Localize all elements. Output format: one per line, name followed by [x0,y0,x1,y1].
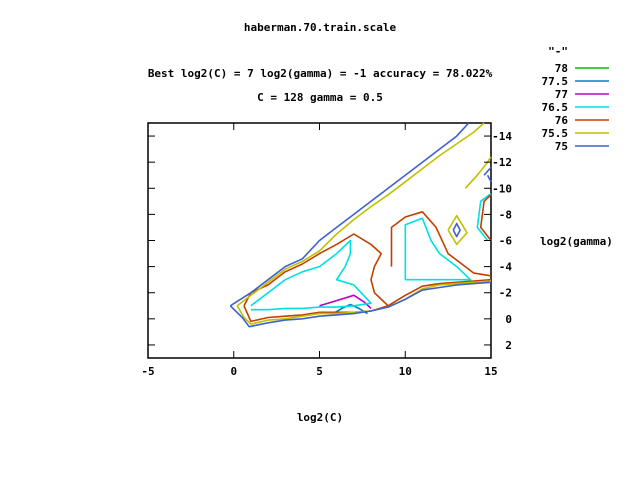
contour-line-76-5 [476,192,492,241]
y-axis-label: log2(gamma) [540,235,613,248]
y-tick-label: 0 [505,313,512,326]
contour-line-76 [479,194,492,241]
contour-lines [229,122,492,328]
contour-line-75 [483,166,492,176]
legend-label: 76 [555,114,569,127]
y-axis-ticks: -14 -12 -10 -8 -6 -4 -2 0 2 [148,130,512,352]
x-tick-label: 10 [399,365,412,378]
legend-label: 75 [555,140,568,153]
contour-line-77-5 [332,303,368,315]
chart-title: haberman.70.train.scale [244,21,397,34]
x-axis-ticks: -5 0 5 10 15 [141,123,498,378]
contour-line-75-5 [447,214,468,246]
contour-line-75 [229,122,470,307]
contour-line-76-5 [250,239,372,311]
contour-line-76 [390,211,492,277]
y-tick-label: -12 [492,156,512,169]
y-tick-label: -10 [492,182,512,195]
contour-line-75-5 [236,280,492,325]
chart-subtitle-line1: Best log2(C) = 7 log2(gamma) = -1 accura… [148,67,493,80]
contour-line-76 [387,278,492,307]
x-tick-label: 5 [316,365,323,378]
y-tick-label: -8 [499,208,512,221]
y-tick-label: -14 [492,130,512,143]
contour-line-75 [452,222,461,238]
contour-line-76-5 [404,217,472,281]
legend-label: 78 [555,62,568,75]
legend-label: 77 [555,88,568,101]
contour-line-75 [229,281,492,328]
x-axis-label: log2(C) [297,411,343,424]
y-tick-label: -4 [499,261,513,274]
chart-subtitle-line2: C = 128 gamma = 0.5 [257,91,383,104]
legend-title: "-" [548,45,568,58]
legend-label: 76.5 [542,101,569,114]
legend-label: 75.5 [542,127,569,140]
contour-line-75-5 [464,156,492,189]
contour-line-76 [243,233,389,323]
contour-line-75 [486,174,492,183]
x-tick-label: 0 [230,365,237,378]
contour-line-75-5 [236,122,485,307]
x-tick-label: 15 [484,365,497,378]
y-tick-label: -6 [499,235,513,248]
y-tick-label: 2 [505,339,512,352]
x-tick-label: -5 [141,365,154,378]
y-tick-label: -2 [499,287,512,300]
legend-label: 77.5 [542,75,569,88]
